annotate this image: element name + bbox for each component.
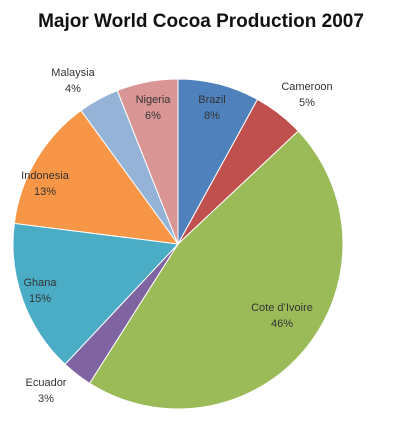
value-label: 5% — [299, 97, 315, 109]
value-label: 46% — [271, 318, 293, 330]
chart-title: Major World Cocoa Production 2007 — [38, 11, 364, 32]
value-label: 13% — [34, 186, 56, 198]
pie-slice — [13, 109, 180, 245]
category-label: Nigeria — [136, 94, 172, 106]
pie-slice — [88, 130, 344, 410]
value-label: 8% — [204, 110, 220, 122]
pie-slice — [116, 78, 179, 245]
value-label: 3% — [38, 393, 54, 405]
value-label: 6% — [145, 110, 161, 122]
category-label: Malaysia — [51, 67, 95, 79]
pie-slice — [12, 222, 180, 365]
category-label: Cote d’Ivoire — [251, 302, 313, 314]
category-label: Ghana — [23, 277, 57, 289]
value-label: 15% — [29, 293, 51, 305]
category-label: Brazil — [198, 94, 226, 106]
value-label: 4% — [65, 83, 81, 95]
category-label: Ecuador — [26, 377, 67, 389]
category-label: Cameroon — [281, 81, 332, 93]
category-label: Indonesia — [21, 170, 70, 182]
